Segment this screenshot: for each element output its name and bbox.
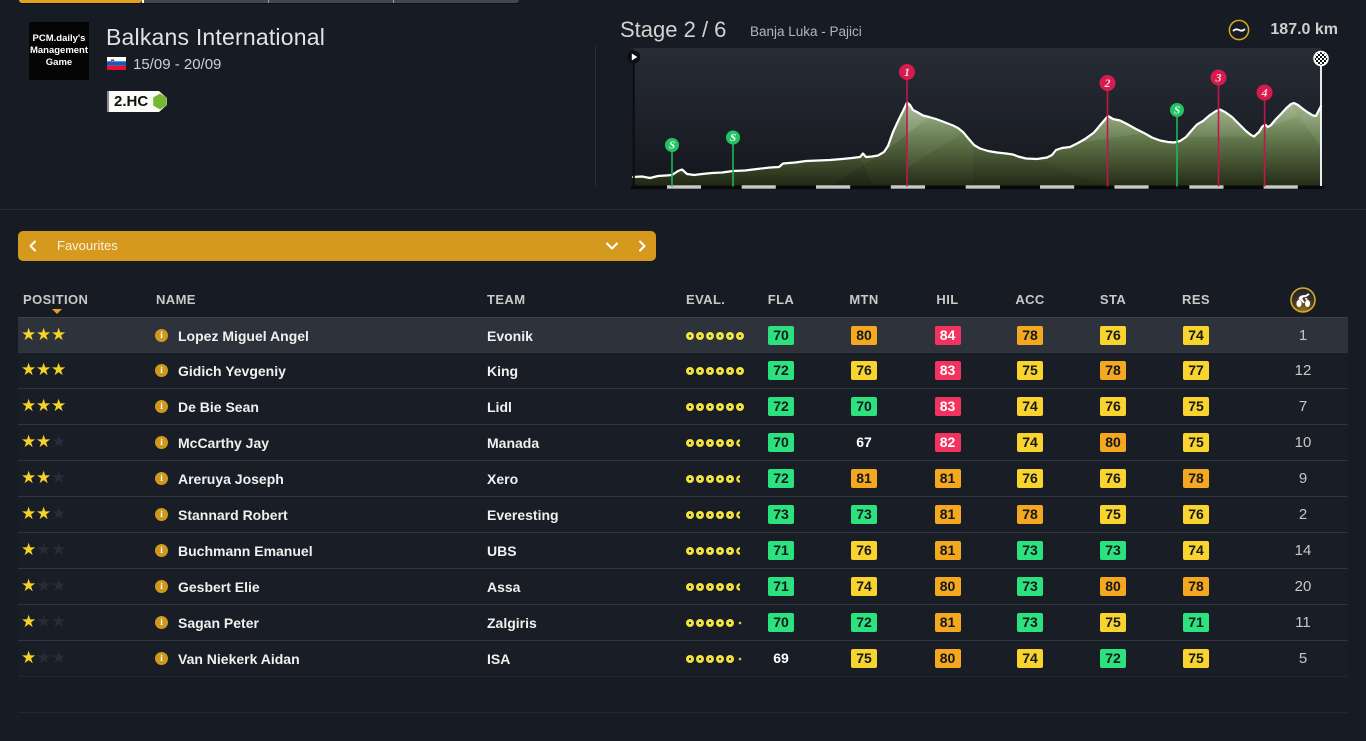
svg-text:S: S: [1174, 105, 1180, 117]
svg-text:2: 2: [1104, 76, 1111, 90]
svg-text:S: S: [669, 140, 675, 152]
svg-text:4: 4: [1261, 86, 1268, 100]
svg-text:S: S: [730, 132, 736, 144]
svg-text:1: 1: [904, 65, 910, 79]
svg-text:3: 3: [1215, 71, 1222, 85]
